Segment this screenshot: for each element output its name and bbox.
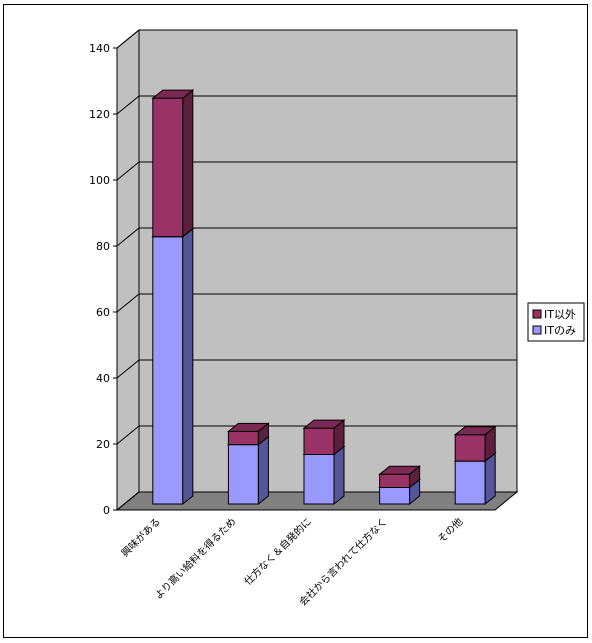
legend-label-1: ITのみ bbox=[544, 324, 576, 337]
gridline-side bbox=[116, 29, 140, 49]
bar-front bbox=[227, 430, 259, 446]
y-tick-label: 80 bbox=[96, 240, 110, 253]
bar-non-it-1 bbox=[226, 422, 270, 446]
x-category-label-4: その他 bbox=[435, 515, 465, 545]
x-category-label-3: 会社から言われて仕方なく bbox=[296, 515, 389, 608]
bar-non-it-3 bbox=[378, 465, 422, 489]
bar-top bbox=[226, 422, 270, 432]
gridline-side bbox=[116, 293, 140, 313]
bar-it-only-2 bbox=[302, 445, 346, 506]
bar-top bbox=[378, 465, 422, 475]
gridline-side bbox=[116, 425, 140, 445]
bar-top bbox=[151, 89, 195, 99]
legend-label-0: IT以外 bbox=[544, 308, 576, 321]
gridline-side bbox=[116, 95, 140, 115]
y-tick-label: 0 bbox=[103, 504, 110, 517]
y-tick-label: 20 bbox=[96, 438, 110, 451]
bar-side bbox=[182, 89, 194, 238]
bar-side bbox=[484, 452, 496, 506]
y-tick-label: 100 bbox=[89, 174, 110, 187]
gridline-side bbox=[116, 359, 140, 379]
y-tick-label: 60 bbox=[96, 306, 110, 319]
bars bbox=[151, 89, 497, 506]
bar-front bbox=[303, 454, 335, 505]
legend-box bbox=[527, 302, 585, 342]
bar-non-it-2 bbox=[302, 419, 346, 456]
bar-front bbox=[454, 460, 486, 505]
y-tick-label: 140 bbox=[89, 42, 110, 55]
bar-front bbox=[152, 236, 184, 505]
bar-side bbox=[182, 227, 194, 506]
bar-front bbox=[303, 427, 335, 456]
bar-front bbox=[454, 434, 486, 462]
side-wall bbox=[116, 28, 140, 512]
bar-front bbox=[379, 487, 411, 505]
bar-side bbox=[333, 445, 345, 506]
bar-top bbox=[302, 419, 346, 429]
bar-front bbox=[227, 444, 259, 505]
legend-swatch-1 bbox=[532, 325, 542, 335]
legend: IT以外 ITのみ bbox=[527, 302, 585, 342]
bar-side bbox=[257, 435, 269, 506]
gridline-side bbox=[116, 227, 140, 247]
gridline-side bbox=[116, 491, 140, 511]
x-category-label-0: 興味がある bbox=[118, 515, 163, 560]
bar-front bbox=[152, 97, 184, 238]
y-tick-label: 120 bbox=[89, 108, 110, 121]
x-category-label-2: 仕方なく＆自発的に bbox=[241, 515, 314, 588]
bar-top bbox=[453, 426, 497, 436]
y-axis-ticks: 0 20 40 60 80 100 120 140 bbox=[89, 42, 118, 517]
gridline-side bbox=[116, 161, 140, 181]
bar-it-only-1 bbox=[226, 435, 270, 506]
legend-swatch-0 bbox=[532, 309, 542, 319]
bar-non-it-4 bbox=[453, 425, 497, 463]
x-category-label-1: より高い給料を得るため bbox=[152, 515, 239, 602]
bar-it-only-0 bbox=[151, 227, 195, 506]
bar-non-it-0 bbox=[151, 89, 195, 238]
y-tick-label: 40 bbox=[96, 372, 110, 385]
bar-front bbox=[379, 473, 411, 488]
